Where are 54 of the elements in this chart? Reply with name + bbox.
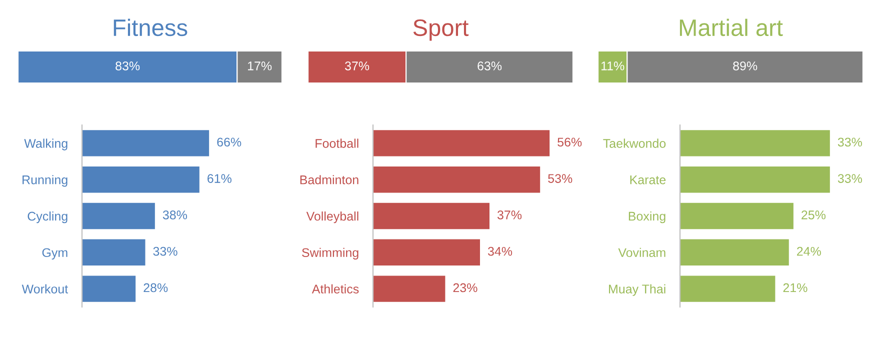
y-tick-label: Workout [22,284,68,294]
bar [373,202,491,230]
bar [680,274,776,304]
data-label: 37% [497,210,522,220]
data-label: 56% [558,138,582,147]
data-label: 83% [116,62,140,70]
y-tick-label: Running [22,175,68,187]
data-label: 38% [162,210,187,220]
chart-title: Sport [413,19,469,41]
data-label: 33% [838,174,862,183]
y-tick-label: Walking [24,138,68,150]
bar [373,274,446,304]
data-label: 17% [248,62,272,70]
chart-title: Martial art [680,18,783,36]
data-label: 11% [601,62,624,70]
data-label: 89% [733,62,758,70]
y-tick-label: Volleyball [306,211,358,224]
data-label: 23% [453,283,478,292]
bar [82,202,156,230]
y-tick-label: Muay Thai [609,284,666,296]
data-label: 66% [217,138,242,147]
data-label: 61% [208,174,232,183]
bar [680,238,790,267]
y-tick-label: Athletics [312,284,359,294]
data-label: 21% [783,283,808,292]
data-label: 25% [802,210,826,220]
y-tick-label: Karate [630,176,666,184]
data-label: 33% [838,138,862,147]
data-label: 53% [548,174,572,183]
data-label: 24% [797,246,821,256]
y-tick-label: Swimming [302,248,358,260]
y-tick-label: Football [316,138,358,148]
y-tick-label: Taekwondo [603,138,666,148]
data-label: 63% [478,62,502,70]
bar [680,128,832,158]
data-label: 33% [153,246,178,256]
y-tick-label: Badminton [300,175,358,184]
data-label: 34% [488,246,512,256]
bar [680,202,795,230]
bar [680,165,832,194]
bar [82,165,201,194]
y-tick-label: Cycling [28,211,68,224]
bar [373,165,542,194]
bar [82,238,146,267]
bar [82,274,137,304]
y-tick-label: Boxing [628,211,666,224]
bar [82,128,210,158]
bar [373,238,482,267]
data-label: 37% [344,62,370,70]
bar [373,128,551,158]
y-tick-label: Vovinam [618,248,666,258]
y-tick-label: Gym [42,248,68,260]
data-label: 28% [144,283,168,292]
chart-title: Fitness [114,18,188,36]
